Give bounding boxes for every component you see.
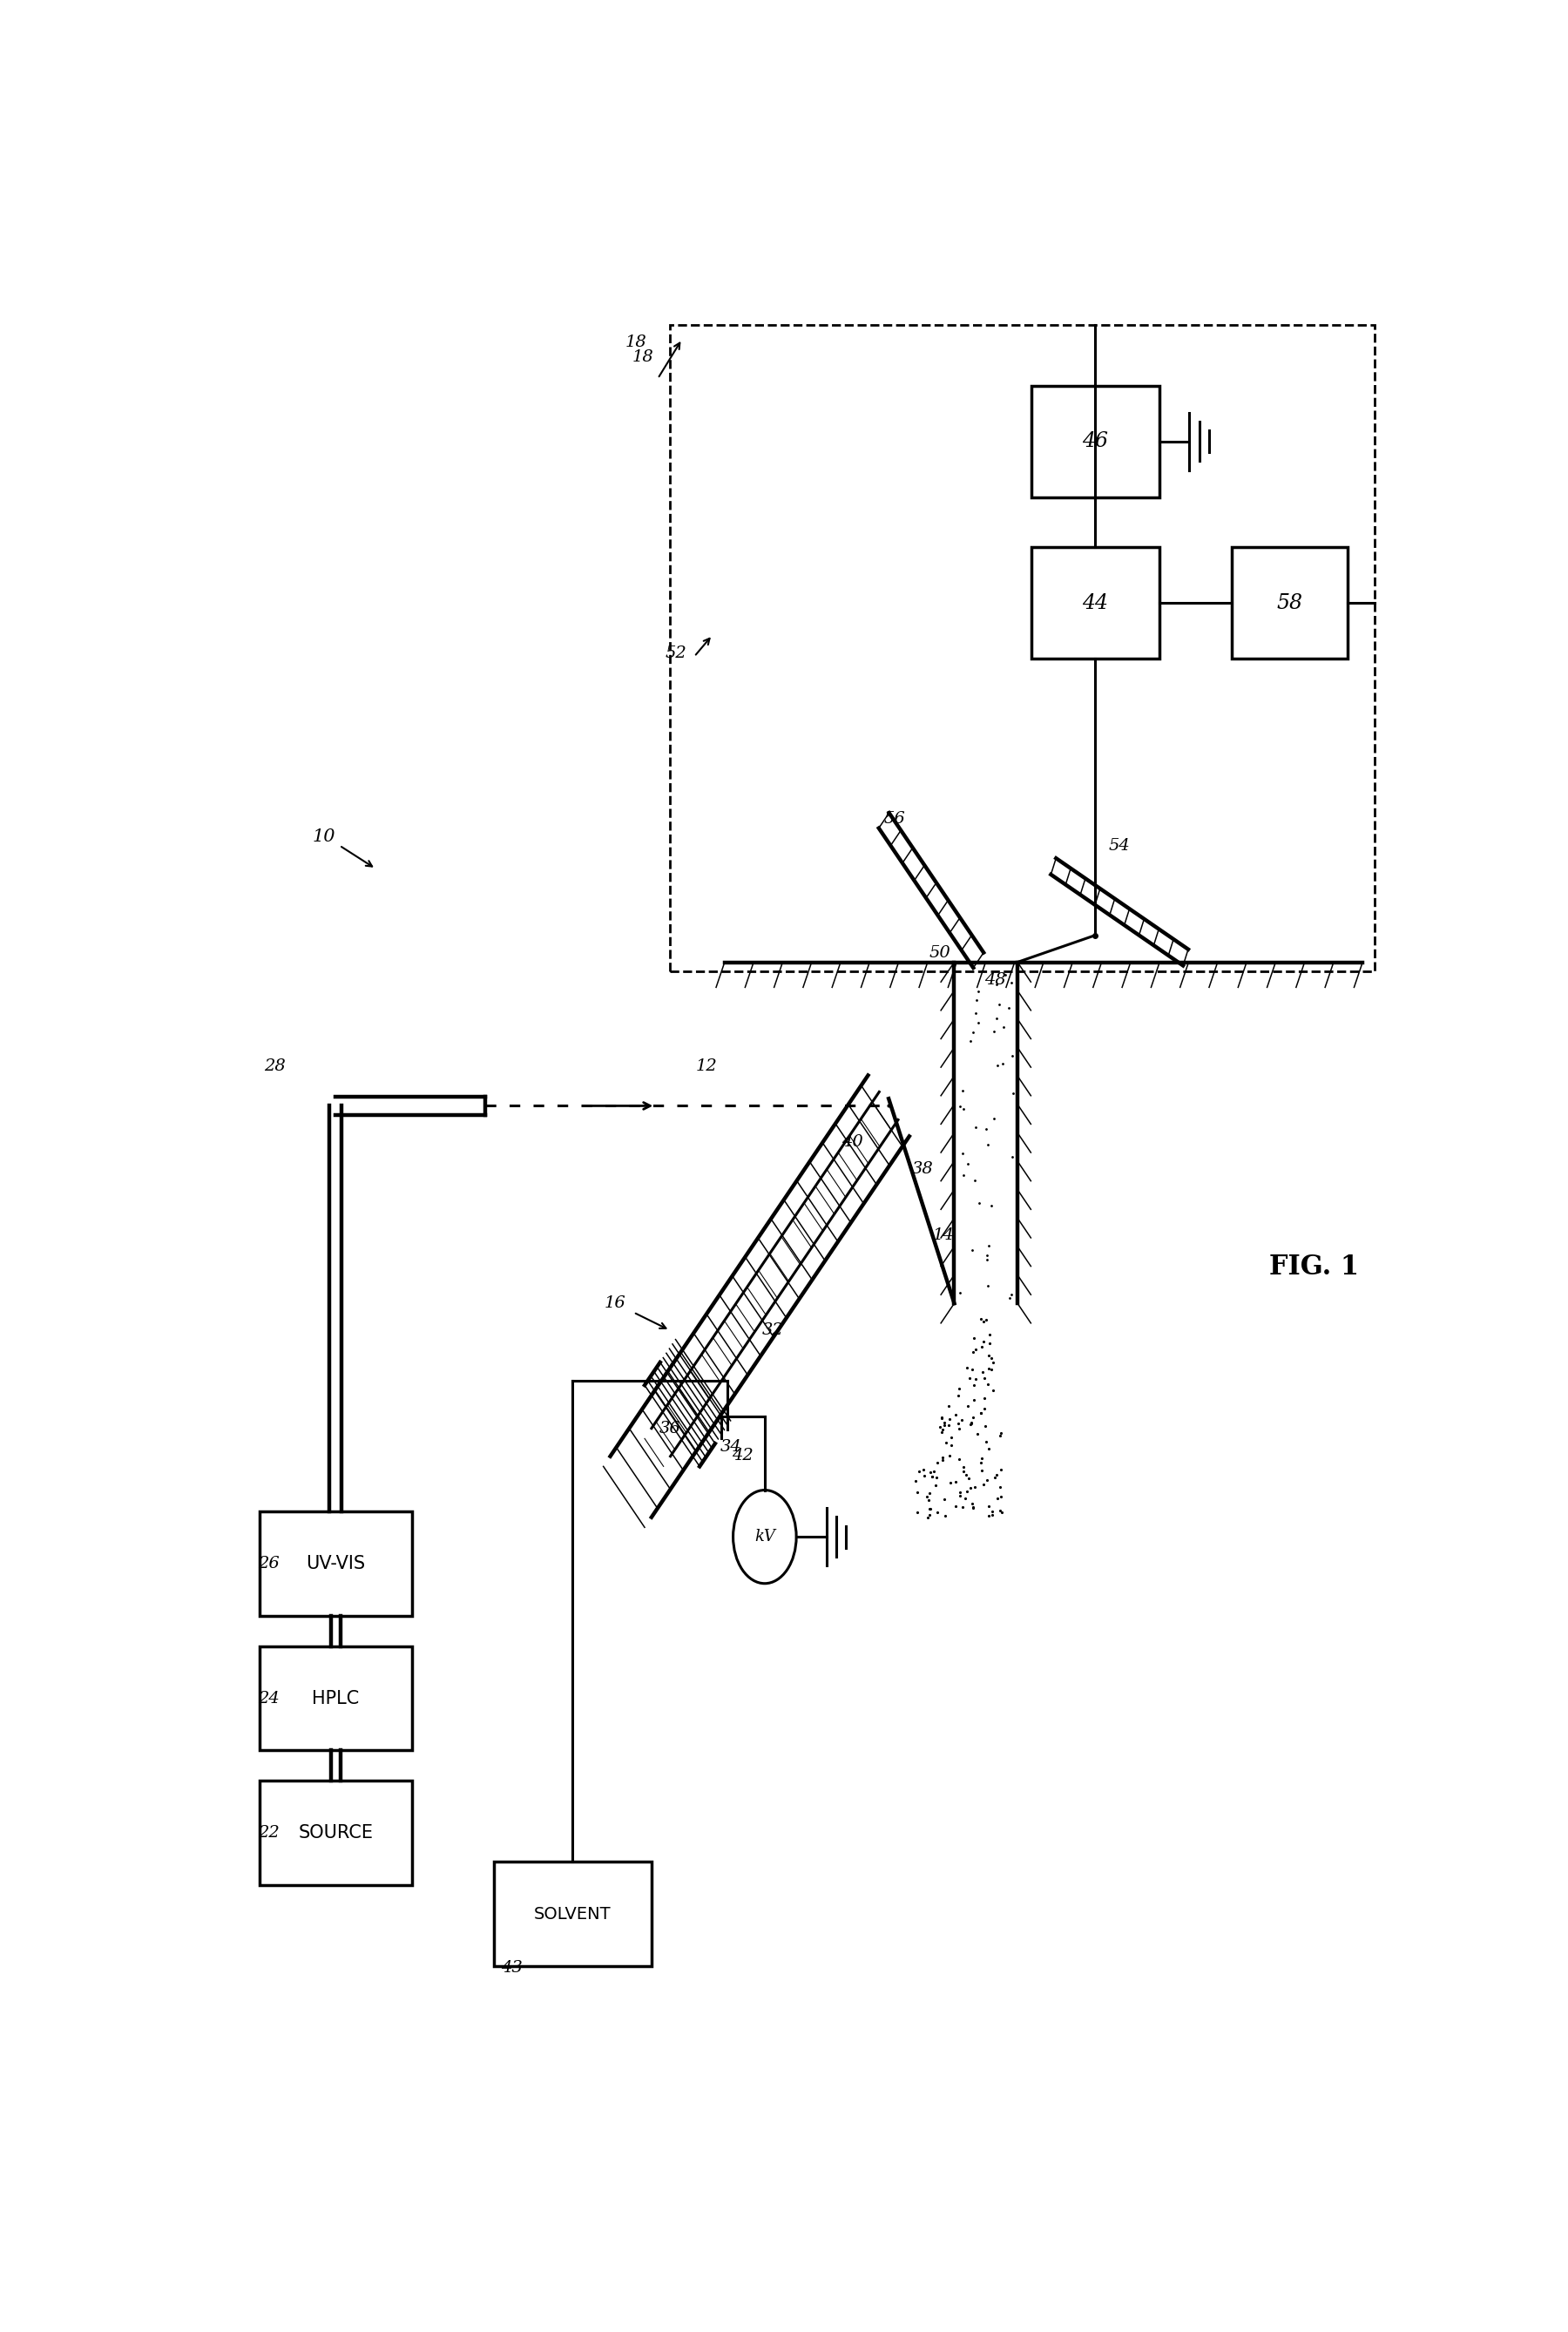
Text: 40: 40 — [842, 1133, 862, 1150]
Text: UV-VIS: UV-VIS — [306, 1555, 365, 1572]
Bar — [260, 1782, 412, 1884]
Text: 14: 14 — [933, 1227, 953, 1243]
Text: 42: 42 — [732, 1448, 754, 1464]
Bar — [1032, 548, 1159, 658]
Text: 32: 32 — [762, 1322, 784, 1339]
Text: 16: 16 — [605, 1297, 626, 1311]
Text: 36: 36 — [659, 1420, 681, 1437]
Text: 52: 52 — [665, 646, 687, 660]
Text: 50: 50 — [928, 944, 950, 961]
Text: 46: 46 — [1082, 431, 1109, 452]
Text: 43: 43 — [502, 1959, 522, 1975]
Text: 38: 38 — [913, 1161, 933, 1178]
Text: 18: 18 — [626, 336, 646, 350]
Text: HPLC: HPLC — [312, 1691, 359, 1707]
Bar — [670, 324, 1375, 970]
Text: 48: 48 — [985, 972, 1007, 989]
Text: 12: 12 — [696, 1059, 717, 1075]
Bar — [1032, 385, 1159, 497]
Text: SOURCE: SOURCE — [298, 1824, 373, 1842]
Text: 34: 34 — [720, 1439, 742, 1455]
Text: FIG. 1: FIG. 1 — [1269, 1255, 1359, 1280]
Text: 54: 54 — [1109, 837, 1131, 854]
Text: 56: 56 — [884, 812, 906, 826]
Text: kV: kV — [754, 1530, 775, 1544]
Bar — [260, 1646, 412, 1751]
Bar — [494, 1861, 652, 1966]
Bar — [260, 1511, 412, 1616]
Text: 22: 22 — [259, 1826, 279, 1840]
Text: 44: 44 — [1082, 592, 1109, 613]
Text: 10: 10 — [312, 828, 336, 844]
Bar — [1232, 548, 1347, 658]
Text: 18: 18 — [632, 350, 654, 364]
Text: 58: 58 — [1276, 592, 1303, 613]
Text: 24: 24 — [259, 1691, 279, 1707]
Text: SOLVENT: SOLVENT — [535, 1905, 612, 1922]
Text: 26: 26 — [259, 1555, 279, 1572]
Text: 28: 28 — [263, 1059, 285, 1075]
